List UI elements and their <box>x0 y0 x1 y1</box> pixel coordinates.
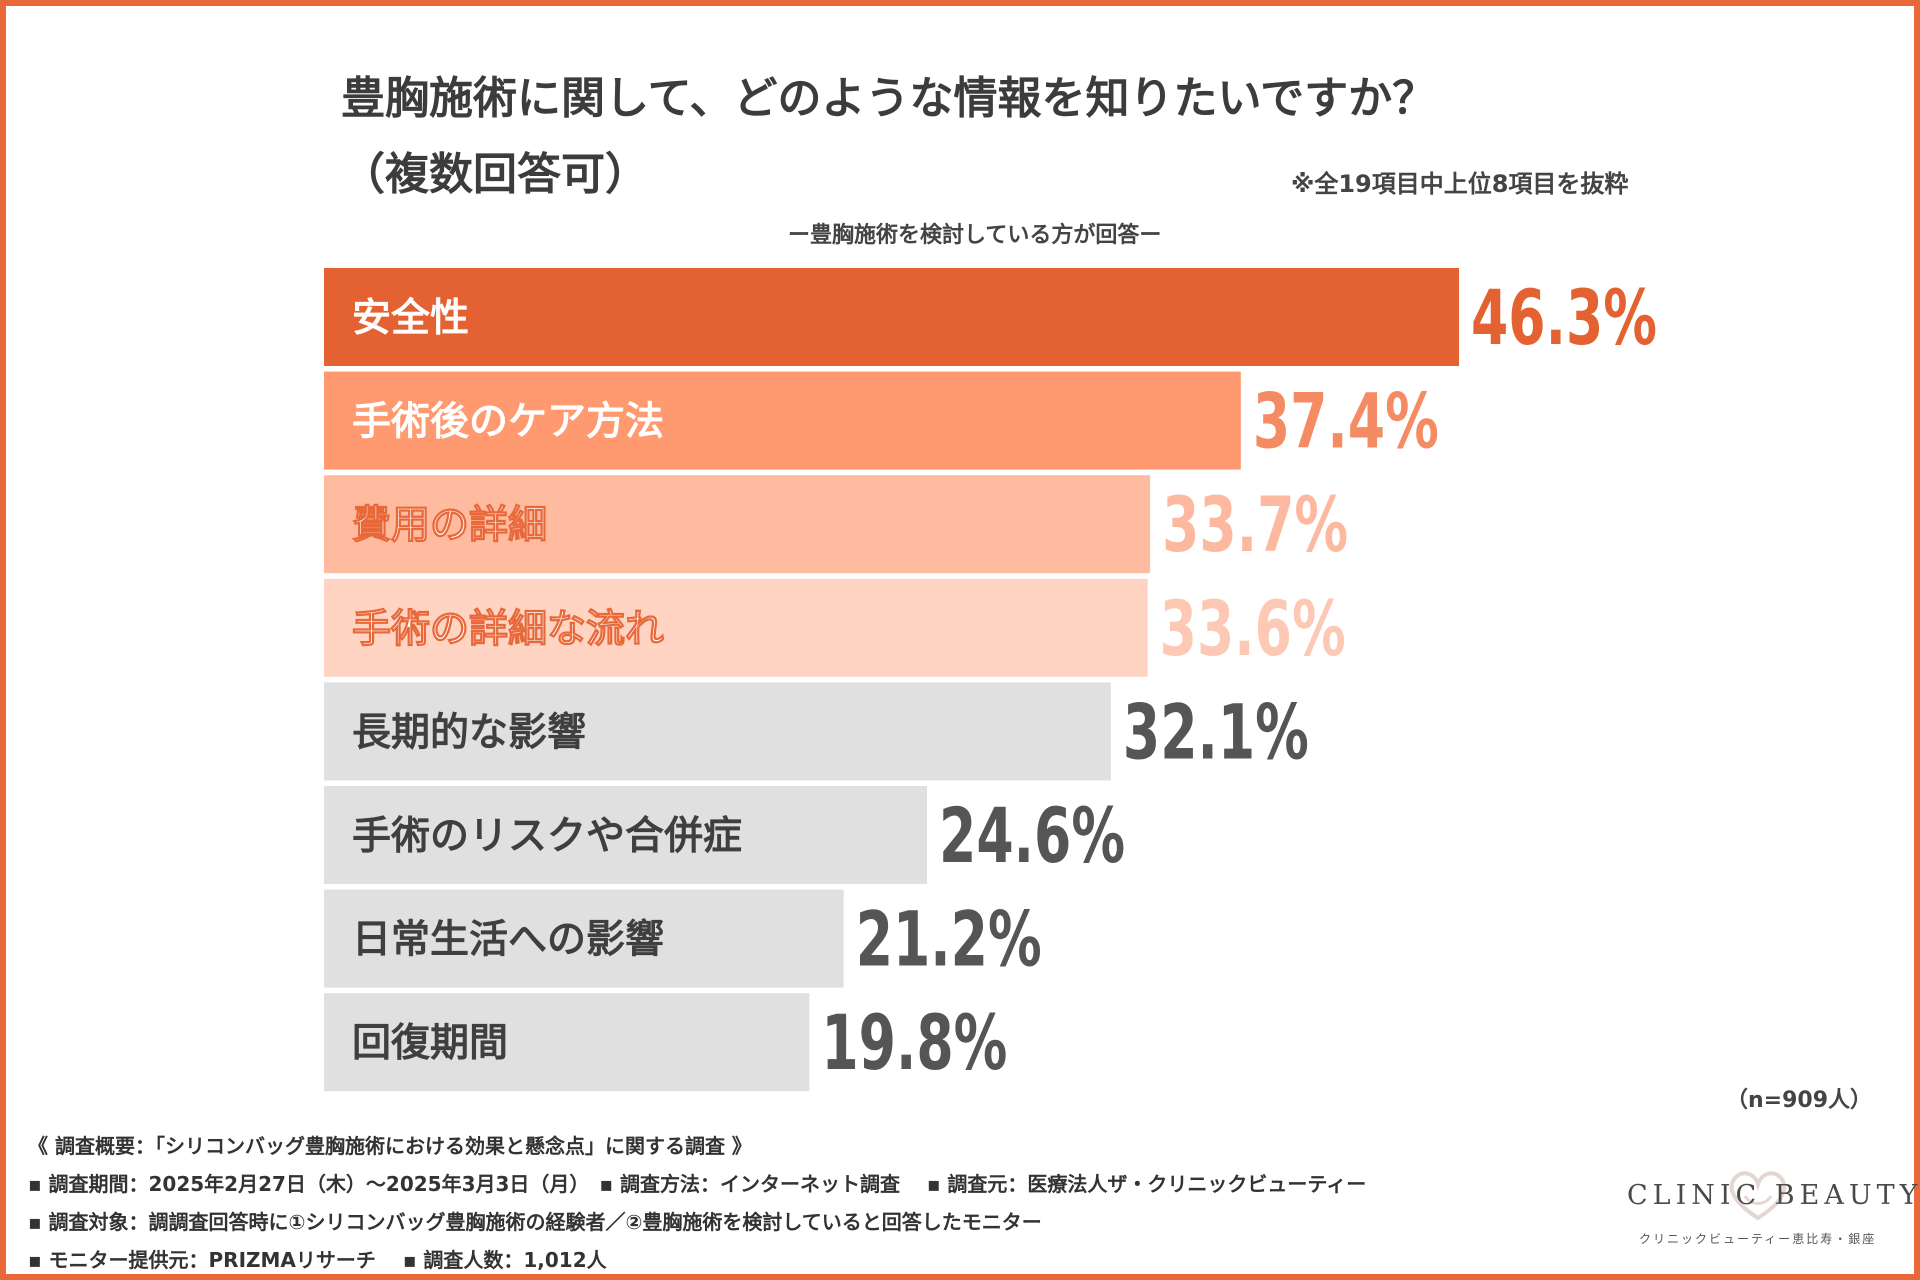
bar-1 <box>324 268 1459 366</box>
clinic-logo: CLINIC BEAUTY クリニックビューティー恵比寿・銀座 <box>1611 1166 1917 1246</box>
bar-chart: 安全性 46.3% 手術後のケア方法 37.4% 費用の詳細 33.7% 手術の詳細な流れ 3… <box>324 268 1657 1092</box>
bar-3 <box>324 475 1151 574</box>
bar-value-5: 32.1% <box>1123 687 1309 776</box>
bar-2 <box>324 371 1241 470</box>
bar-value-4: 33.6% <box>1160 584 1346 673</box>
bar-label-6: 手術のリスクや合併症 <box>352 814 742 859</box>
sample-size: （n=909人） <box>1726 1088 1873 1113</box>
bar-label-3: 費用の詳細 <box>352 503 547 548</box>
logo-subtitle: クリニックビューティー恵比寿・銀座 <box>1639 1232 1877 1246</box>
bar-label-4: 手術の詳細な流れ <box>352 607 664 652</box>
bar-value-2: 37.4% <box>1253 377 1439 466</box>
logo-wordmark: CLINIC BEAUTY <box>1627 1180 1920 1211</box>
page-title-note: （複数回答可） <box>341 149 649 200</box>
selection-note: ※全19項目中上位8項目を抜粋 <box>1291 170 1629 198</box>
bar-label-1: 安全性 <box>352 296 469 341</box>
survey-heading: 《 調査概要：「シリコンバッグ豊胸施術における効果と懸念点」に関する調査 》 <box>28 1134 752 1158</box>
chart-subtitle: ー豊胸施術を検討している方が回答ー <box>788 223 1162 248</box>
bar-value-1: 46.3% <box>1471 273 1657 362</box>
bar-5 <box>324 682 1111 781</box>
survey-period-method: ▪ 調査期間：2025年2月27日（木）～2025年3月3日（月） ▪ 調査方法… <box>28 1172 1367 1196</box>
bar-label-7: 日常生活への影響 <box>352 918 664 963</box>
bar-6 <box>324 786 928 884</box>
bar-value-3: 33.7% <box>1162 480 1348 569</box>
page-title: 豊胸施術に関して、どのような情報を知りたいですか？ <box>341 73 1437 124</box>
bar-8 <box>324 993 810 1092</box>
bar-label-8: 回復期間 <box>352 1021 508 1066</box>
bar-label-5: 長期的な影響 <box>352 710 586 755</box>
bar-label-2: 手術後のケア方法 <box>352 400 664 445</box>
survey-target: ▪ 調査対象：調調査回答時に①シリコンバッグ豊胸施術の経験者／②豊胸施術を検討し… <box>28 1210 1042 1234</box>
bar-4 <box>324 578 1148 677</box>
bar-7 <box>324 889 844 988</box>
bar-value-6: 24.6% <box>939 791 1125 880</box>
heart-logo-icon <box>1729 1171 1787 1221</box>
bar-value-7: 21.2% <box>856 895 1042 984</box>
bar-value-8: 19.8% <box>821 998 1007 1087</box>
survey-provider: ▪ モニター提供元：PRIZMAリサーチ ▪ 調査人数：1,012人 <box>28 1248 607 1272</box>
